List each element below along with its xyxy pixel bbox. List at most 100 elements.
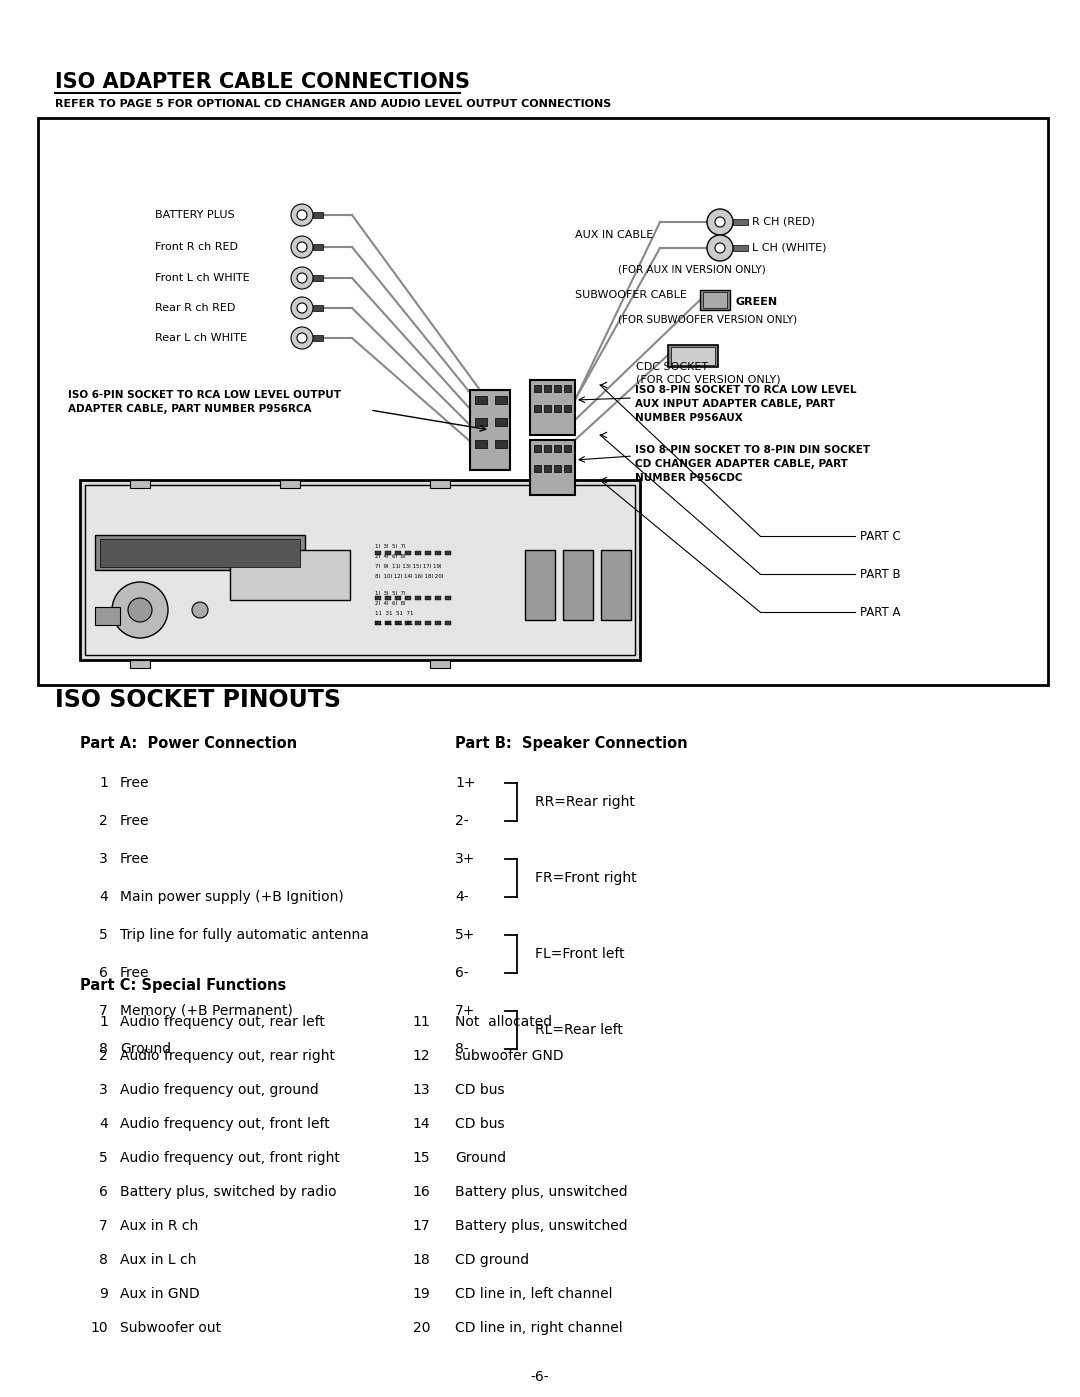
Bar	[544, 465, 551, 472]
Text: 13: 13	[413, 1083, 430, 1097]
Text: ISO 8-PIN SOCKET TO 8-PIN DIN SOCKET
CD CHANGER ADAPTER CABLE, PART
NUMBER P956C: ISO 8-PIN SOCKET TO 8-PIN DIN SOCKET CD …	[635, 446, 870, 483]
Text: Free: Free	[120, 852, 149, 866]
Bar	[445, 622, 451, 624]
Text: 9: 9	[99, 1287, 108, 1301]
Text: 3: 3	[99, 1083, 108, 1097]
Text: 19: 19	[413, 1287, 430, 1301]
Bar	[230, 550, 350, 599]
Bar	[415, 550, 421, 555]
Bar	[405, 622, 411, 624]
Text: GREEN: GREEN	[735, 298, 778, 307]
Text: R CH (RED): R CH (RED)	[752, 217, 815, 226]
Circle shape	[129, 598, 152, 622]
Circle shape	[297, 272, 307, 284]
Bar	[475, 440, 487, 448]
Text: 2l  4l  6l  8l: 2l 4l 6l 8l	[375, 601, 405, 606]
Bar	[130, 659, 150, 668]
Text: 1l  3l  5l  7l: 1l 3l 5l 7l	[375, 543, 405, 549]
Bar	[534, 405, 541, 412]
Bar	[85, 485, 635, 655]
Bar	[435, 550, 441, 555]
Text: 2: 2	[99, 814, 108, 828]
Text: Audio frequency out, ground: Audio frequency out, ground	[120, 1083, 319, 1097]
Text: 3+: 3+	[455, 852, 475, 866]
Bar	[130, 481, 150, 488]
Text: 5: 5	[99, 928, 108, 942]
Bar	[375, 622, 381, 624]
Bar	[384, 597, 391, 599]
Text: 20: 20	[413, 1322, 430, 1336]
Text: 4-: 4-	[455, 890, 469, 904]
Text: Aux in GND: Aux in GND	[120, 1287, 200, 1301]
Bar	[525, 550, 555, 620]
Circle shape	[291, 327, 313, 349]
Bar	[426, 597, 431, 599]
Text: Free: Free	[120, 814, 149, 828]
Text: REFER TO PAGE 5 FOR OPTIONAL CD CHANGER AND AUDIO LEVEL OUTPUT CONNECTIONS: REFER TO PAGE 5 FOR OPTIONAL CD CHANGER …	[55, 99, 611, 109]
Text: 4: 4	[99, 1118, 108, 1132]
Bar	[445, 550, 451, 555]
Bar	[395, 622, 401, 624]
Text: ISO 6-PIN SOCKET TO RCA LOW LEVEL OUTPUT
ADAPTER CABLE, PART NUMBER P956RCA: ISO 6-PIN SOCKET TO RCA LOW LEVEL OUTPUT…	[68, 390, 341, 414]
Bar	[554, 446, 561, 453]
Bar	[435, 622, 441, 624]
Text: Rear R ch RED: Rear R ch RED	[156, 303, 235, 313]
Bar	[534, 386, 541, 393]
Bar	[564, 405, 571, 412]
Bar	[703, 292, 727, 307]
Text: Part B:  Speaker Connection: Part B: Speaker Connection	[455, 736, 688, 752]
Text: 17: 17	[413, 1220, 430, 1234]
Bar	[564, 465, 571, 472]
Text: ISO ADAPTER CABLE CONNECTIONS: ISO ADAPTER CABLE CONNECTIONS	[55, 73, 470, 92]
Bar	[426, 622, 431, 624]
Bar	[313, 244, 323, 250]
Bar	[554, 386, 561, 393]
Bar	[564, 386, 571, 393]
Text: Not  allocated: Not allocated	[455, 1016, 552, 1030]
Text: 7+: 7+	[455, 1004, 475, 1018]
Bar	[313, 275, 323, 281]
Circle shape	[291, 298, 313, 319]
Bar	[564, 446, 571, 453]
Text: 2l  4l  6l  8l: 2l 4l 6l 8l	[375, 555, 405, 559]
Text: RR=Rear right: RR=Rear right	[535, 795, 635, 809]
Text: 7: 7	[99, 1004, 108, 1018]
Text: 14: 14	[413, 1118, 430, 1132]
Bar	[395, 597, 401, 599]
Bar	[95, 608, 120, 624]
Bar	[534, 465, 541, 472]
Bar	[426, 550, 431, 555]
Text: Front R ch RED: Front R ch RED	[156, 242, 238, 251]
Bar	[475, 418, 487, 426]
Text: -6-: -6-	[530, 1370, 550, 1384]
Text: (FOR SUBWOOFER VERSION ONLY): (FOR SUBWOOFER VERSION ONLY)	[618, 314, 797, 326]
Text: Audio frequency out, front right: Audio frequency out, front right	[120, 1151, 340, 1165]
Text: SUBWOOFER CABLE: SUBWOOFER CABLE	[575, 291, 687, 300]
Bar	[415, 597, 421, 599]
Bar	[669, 345, 718, 367]
Text: 2-: 2-	[455, 814, 469, 828]
Text: AUX IN CABLE: AUX IN CABLE	[575, 231, 653, 240]
Circle shape	[291, 204, 313, 226]
Text: 8-: 8-	[455, 1042, 469, 1056]
Text: CDC SOCKET
(FOR CDC VERSION ONLY): CDC SOCKET (FOR CDC VERSION ONLY)	[636, 362, 781, 384]
Bar	[384, 550, 391, 555]
Text: Audio frequency out, rear left: Audio frequency out, rear left	[120, 1016, 325, 1030]
Text: 7: 7	[99, 1220, 108, 1234]
Text: 12: 12	[413, 1049, 430, 1063]
Text: 11: 11	[413, 1016, 430, 1030]
Text: Ground: Ground	[120, 1042, 171, 1056]
Bar	[313, 305, 323, 312]
Text: 1l  3l  5l  7l: 1l 3l 5l 7l	[375, 591, 405, 597]
Text: Aux in L ch: Aux in L ch	[120, 1253, 197, 1267]
Bar	[530, 481, 550, 488]
Text: subwoofer GND: subwoofer GND	[455, 1049, 564, 1063]
Text: Main power supply (+B Ignition): Main power supply (+B Ignition)	[120, 890, 343, 904]
Text: CD line in, left channel: CD line in, left channel	[455, 1287, 612, 1301]
Text: 4: 4	[99, 890, 108, 904]
Bar	[395, 550, 401, 555]
Bar	[280, 481, 300, 488]
Text: 18: 18	[413, 1253, 430, 1267]
Bar	[405, 597, 411, 599]
Text: Subwoofer out: Subwoofer out	[120, 1322, 221, 1336]
